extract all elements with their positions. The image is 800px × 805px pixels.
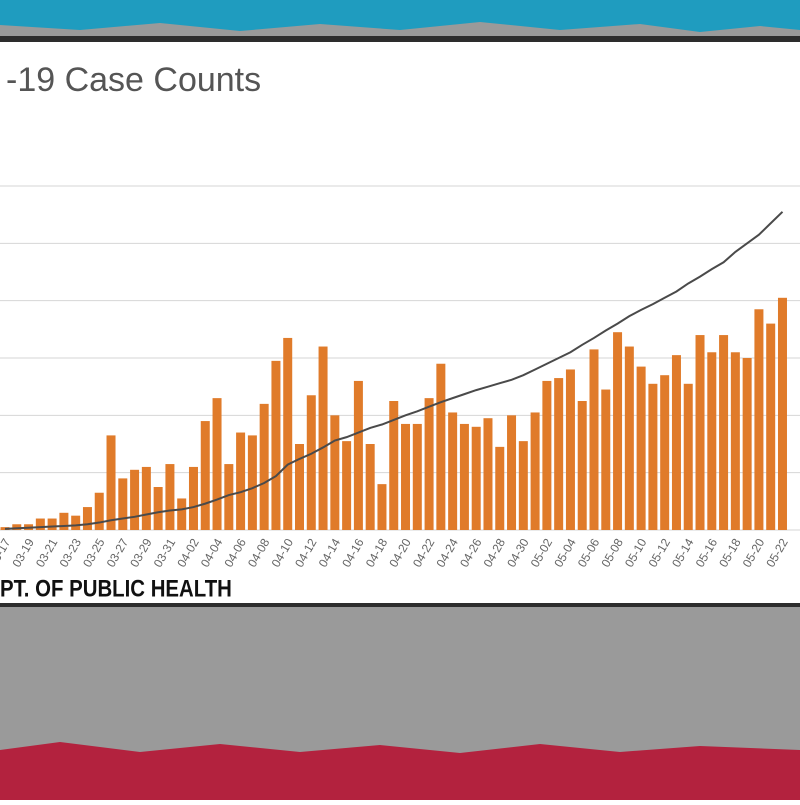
bar [542,380,552,530]
bar [401,423,411,530]
chart-title: -19 Case Counts [6,61,261,99]
bar [377,484,387,530]
bar [518,441,528,530]
bar [188,466,198,530]
bar [353,380,363,530]
bar [141,466,151,530]
bar [283,337,293,530]
bar [507,415,517,530]
bar [318,346,328,530]
bar [624,346,634,530]
bar [118,478,128,530]
bar [295,444,304,530]
bar [236,432,246,530]
top-banner [0,0,800,32]
bar [483,418,493,530]
bar [212,398,222,530]
bar [448,412,458,530]
bar [766,323,776,530]
bar [106,435,116,530]
bar [565,369,575,530]
bar [247,435,257,530]
bar [153,487,163,530]
line [4,211,784,530]
bar [754,309,764,530]
bar [130,469,140,530]
bar [471,426,481,530]
frame-bottom [0,603,800,607]
bar [613,332,623,530]
bar [165,464,175,530]
bar [459,423,469,530]
bar [412,423,422,530]
bar [660,375,670,530]
bar [719,335,729,530]
bar [342,441,352,530]
bottom-banner [0,742,800,800]
bar [589,349,599,530]
bar [200,421,210,530]
bar [707,352,717,530]
bar [742,358,752,530]
bar [495,446,505,530]
source-label: PT. OF PUBLIC HEALTH [0,575,232,602]
bar [683,383,693,530]
bar [601,389,611,530]
bar [259,403,269,530]
bar [177,498,187,530]
bar [224,464,234,530]
bar [577,401,587,530]
bar [777,297,787,530]
bar [12,524,22,530]
bar [424,398,434,530]
bar [554,378,564,530]
bar [330,415,340,530]
bar [365,444,375,530]
bar [94,492,104,530]
bar [271,360,281,530]
bar [71,515,81,530]
bar [59,512,69,530]
bar [436,363,446,530]
bar [389,401,399,530]
bar [530,412,540,530]
frame-top [0,36,800,42]
bar [47,518,57,530]
bar [82,507,92,530]
bar [636,366,646,530]
bar [35,518,45,530]
bar [671,355,681,530]
bar [648,383,658,530]
bar [306,395,316,530]
bar [695,335,705,530]
bar [730,352,740,530]
